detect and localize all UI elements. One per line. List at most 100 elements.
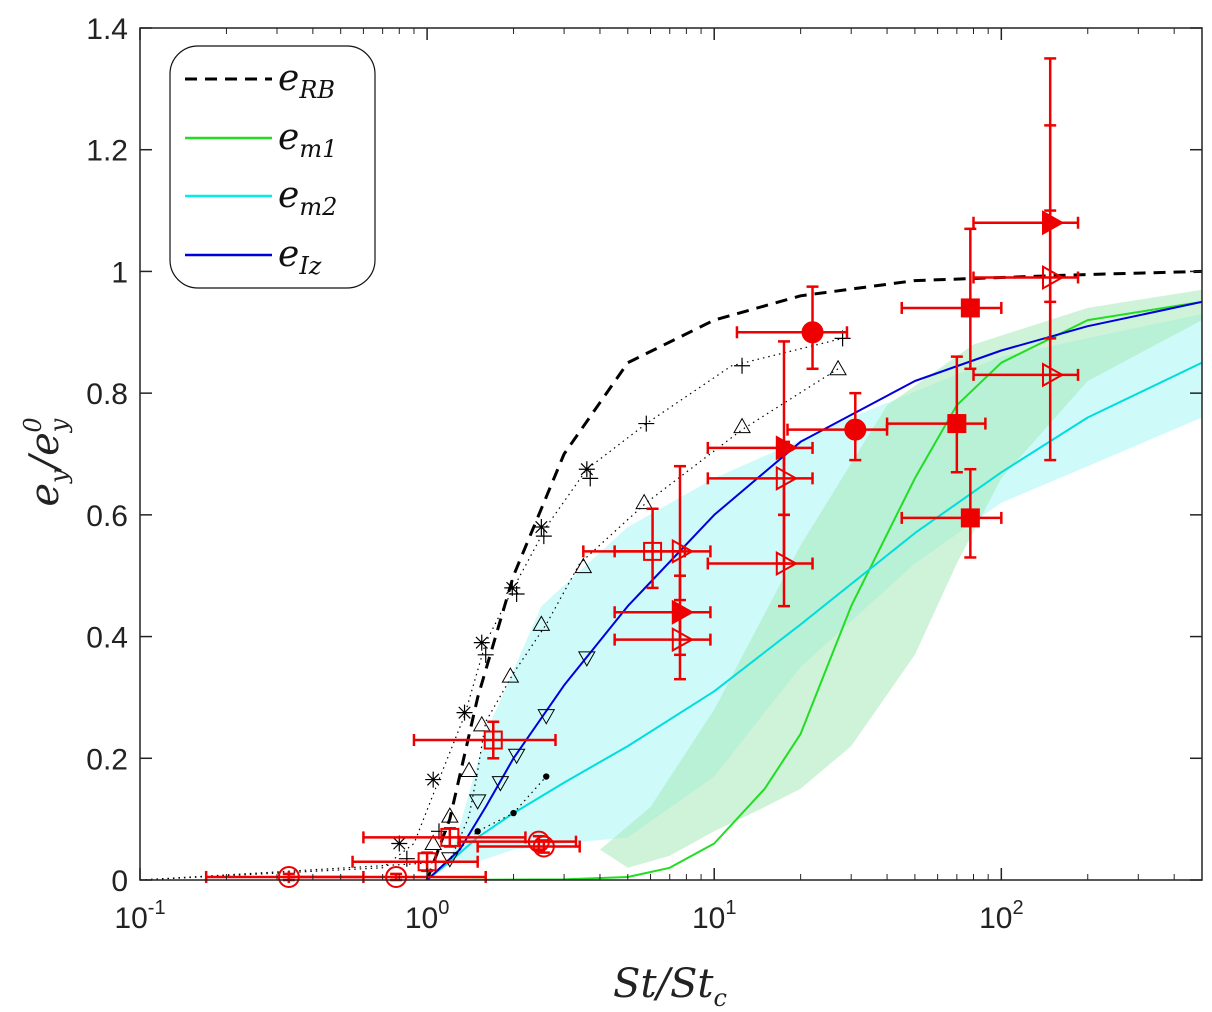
marker-tri-up-2-9 xyxy=(829,359,847,376)
marker-dot-4-2 xyxy=(543,773,550,780)
legend-label-iz-base: e xyxy=(278,234,299,275)
marker-tri-down-3-4 xyxy=(537,709,556,725)
y-axis-title-base: e xyxy=(22,483,68,507)
series-line-3 xyxy=(426,300,1202,880)
x-axis-title: St/Stc xyxy=(613,961,727,1012)
svg-text:ey/ey0: ey/ey0 xyxy=(19,417,73,506)
marker-square-6-2 xyxy=(483,730,503,750)
series-line-4 xyxy=(140,337,843,880)
marker-group-8 xyxy=(885,227,1003,559)
x-axis-title-base: St/St xyxy=(613,961,714,1007)
marker-tri-down-3-2 xyxy=(491,776,510,792)
x-tick-label-2: 101 xyxy=(692,897,737,935)
marker-tri-up-2-1 xyxy=(440,807,459,823)
x-tick-label-exp-0: -1 xyxy=(148,897,166,919)
marker-tri-up-2-7 xyxy=(635,493,653,510)
marker-star-0-0 xyxy=(391,835,408,852)
plot-frame xyxy=(139,27,1203,881)
legend-entry-rb: eRB xyxy=(185,58,335,104)
data-markers xyxy=(204,57,1080,888)
legend-label-rb-base: e xyxy=(278,58,299,99)
y-tick-label-7: 1.4 xyxy=(86,13,128,46)
y-tick-label-0: 0 xyxy=(111,865,128,898)
y-tick-label-2: 0.4 xyxy=(86,622,128,655)
legend-label-rb-sub: RB xyxy=(298,76,335,104)
marker-tri-up-2-3 xyxy=(472,715,491,732)
svg-text:em2: em2 xyxy=(278,175,337,221)
marker-tri-right-10-5 xyxy=(1042,265,1065,291)
marker-tri-right-10-4 xyxy=(1042,362,1065,388)
marker-tri-down-3-1 xyxy=(468,794,487,810)
marker-tri-up-2-4 xyxy=(501,667,520,683)
marker-dot-4-0 xyxy=(474,828,481,835)
legend-label-m1-sub: m1 xyxy=(299,135,337,163)
marker-plus-1-4 xyxy=(535,528,552,545)
legend-entry-m2: em2 xyxy=(185,175,337,221)
x-axis-title-sub: c xyxy=(713,984,726,1012)
svg-text:St/Stc: St/Stc xyxy=(613,961,727,1012)
marker-circle-5-3 xyxy=(532,835,555,858)
x-tick-label-exp-1: 0 xyxy=(438,897,449,919)
x-tick-label-base-1: 10 xyxy=(405,902,438,935)
y-axis-title-sub2: y xyxy=(45,418,73,433)
marker-plus-1-5 xyxy=(582,470,599,487)
marker-star-0-4 xyxy=(504,579,521,596)
x-tick-label-3: 102 xyxy=(979,897,1023,935)
svg-text:eRB: eRB xyxy=(278,58,335,104)
confidence-bands xyxy=(449,289,1202,868)
legend-entry-iz: eIz xyxy=(185,234,322,280)
marker-star-0-6 xyxy=(578,461,595,478)
x-tick-label-base-0: 10 xyxy=(114,902,147,935)
marker-tri-down-3-0 xyxy=(440,852,459,868)
marker-tri-right-10-1 xyxy=(671,627,695,653)
marker-tri-up-2-2 xyxy=(460,761,478,777)
y-axis-title-sup2: 0 xyxy=(19,417,47,432)
x-tick-label-base-3: 10 xyxy=(979,902,1012,935)
marker-tri-right-10-0 xyxy=(671,538,695,564)
marker-group-3 xyxy=(440,651,596,868)
legend-label-m1-base: e xyxy=(278,117,299,158)
x-tick-label-0: 10-1 xyxy=(114,897,165,935)
marker-square-8-0 xyxy=(960,298,980,318)
marker-circle-7-1 xyxy=(844,418,867,441)
marker-tri-up-2-6 xyxy=(574,557,593,574)
svg-text:em1: em1 xyxy=(278,117,337,163)
marker-circle-5-1 xyxy=(385,865,408,888)
band-1 xyxy=(600,289,1202,868)
marker-group-0 xyxy=(391,461,595,852)
y-axis-title-sub: y xyxy=(45,469,73,484)
x-tick-label-exp-2: 1 xyxy=(725,897,736,919)
marker-plus-1-2 xyxy=(477,646,494,663)
svg-text:eIz: eIz xyxy=(278,234,322,280)
marker-square-8-2 xyxy=(960,508,980,528)
y-tick-label-5: 1 xyxy=(111,256,128,289)
legend-box xyxy=(169,45,376,289)
marker-group-2 xyxy=(424,359,847,850)
marker-tri-down-3-3 xyxy=(507,748,526,765)
marker-plus-1-3 xyxy=(508,585,525,602)
y-tick-label-1: 0.2 xyxy=(86,743,128,776)
legend-label-iz-sub: Iz xyxy=(298,252,321,280)
y-tick-label-6: 1.2 xyxy=(86,135,128,168)
marker-tri-right-10-2 xyxy=(775,551,799,577)
marker-square-8-1 xyxy=(947,414,967,434)
marker-tri-up-2-5 xyxy=(532,615,551,631)
marker-dot-4-1 xyxy=(510,809,517,817)
marker-star-0-1 xyxy=(425,771,442,788)
marker-square-6-1 xyxy=(440,827,460,847)
legend-label-m2-sub: m2 xyxy=(299,193,337,221)
marker-tri-right-10-3 xyxy=(775,465,799,491)
marker-group-6 xyxy=(351,507,687,873)
marker-star-0-2 xyxy=(456,704,473,721)
legend: eRB em1 em2 eIz xyxy=(169,45,376,289)
marker-tri-down-3-5 xyxy=(577,651,596,667)
marker-tri-right-9-2 xyxy=(1042,210,1065,236)
marker-plus-1-7 xyxy=(734,357,751,374)
marker-circle-7-0 xyxy=(801,321,824,344)
marker-tri-up-2-8 xyxy=(733,417,751,434)
x-tick-label-1: 100 xyxy=(405,897,450,935)
marker-group-4 xyxy=(474,773,550,835)
marker-group-10 xyxy=(613,57,1080,681)
